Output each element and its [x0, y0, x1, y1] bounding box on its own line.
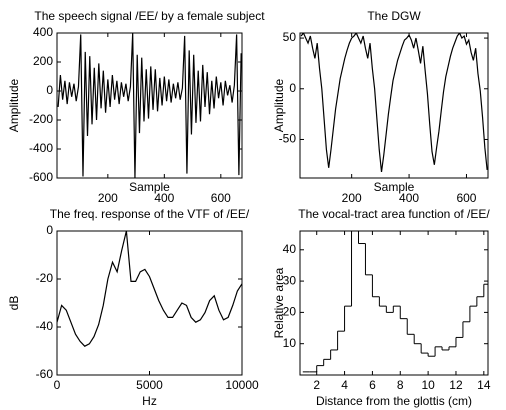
- x-label: Hz: [142, 394, 157, 408]
- signal-line: [57, 231, 242, 347]
- y-tick-label: -60: [36, 367, 54, 381]
- y-tick-label: -400: [29, 141, 53, 155]
- y-tick-label: 0: [46, 223, 53, 237]
- y-label: Relative area: [272, 267, 286, 338]
- panel: The speech signal /EE/ by a female subje…: [7, 9, 265, 205]
- y-tick-label: 0: [46, 83, 53, 97]
- x-tick-label: 0: [54, 378, 61, 392]
- y-tick-label: 30: [283, 273, 297, 287]
- x-label: Sample: [129, 180, 170, 194]
- x-tick-label: 10000: [225, 378, 259, 392]
- y-label: dB: [7, 296, 21, 311]
- x-tick-label: 8: [397, 378, 404, 392]
- x-tick-label: 200: [98, 191, 118, 205]
- signal-line: [57, 33, 242, 178]
- x-tick-label: 14: [477, 378, 491, 392]
- x-tick-label: 10: [421, 378, 435, 392]
- x-tick-label: 600: [456, 191, 476, 205]
- signal-line: [300, 33, 488, 172]
- title: The vocal-tract area function of /EE/: [298, 207, 490, 221]
- y-tick-label: 0: [289, 81, 296, 95]
- x-tick-label: 600: [211, 191, 231, 205]
- x-tick-label: 400: [399, 191, 419, 205]
- y-tick-label: -20: [36, 271, 54, 285]
- axes-box: [299, 32, 489, 179]
- x-tick-label: 4: [341, 378, 348, 392]
- y-label: Amplitude: [7, 79, 21, 133]
- axes-box: [56, 230, 243, 376]
- title: The freq. response of the VTF of /EE/: [50, 207, 250, 221]
- y-label: Amplitude: [272, 79, 286, 133]
- x-tick-label: 200: [342, 191, 362, 205]
- y-tick-label: 50: [283, 30, 297, 44]
- x-label: Sample: [374, 180, 415, 194]
- x-tick-label: 2: [313, 378, 320, 392]
- y-tick-label: 400: [33, 25, 53, 39]
- panel: The freq. response of the VTF of /EE/Hz d…: [7, 207, 259, 408]
- x-tick-label: 400: [154, 191, 174, 205]
- title: The DGW: [367, 9, 421, 23]
- x-label: Distance from the glottis (cm): [316, 394, 472, 408]
- panel: The vocal-tract area function of /EE/Dis…: [272, 207, 491, 408]
- plot-area: [57, 231, 242, 347]
- y-tick-label: 40: [283, 242, 297, 256]
- y-tick-label: 200: [33, 54, 53, 68]
- y-tick-label: -600: [29, 170, 53, 184]
- y-tick-label: -50: [279, 132, 297, 146]
- plot-area: [302, 231, 488, 373]
- x-tick-label: 6: [369, 378, 376, 392]
- x-tick-label: 5000: [136, 378, 163, 392]
- plot-area: [57, 33, 242, 178]
- y-tick-label: 10: [283, 336, 297, 350]
- x-tick-label: 12: [449, 378, 463, 392]
- plot-area: [300, 33, 488, 172]
- axes-box: [299, 230, 489, 376]
- y-tick-label: -40: [36, 319, 54, 333]
- axes-box: [56, 32, 243, 179]
- y-tick-label: 20: [283, 305, 297, 319]
- panel: The DGW Sample Amplitude 200 400 600 -50 0 50: [272, 9, 489, 205]
- y-tick-label: -200: [29, 112, 53, 126]
- title: The speech signal /EE/ by a female subje…: [34, 9, 265, 23]
